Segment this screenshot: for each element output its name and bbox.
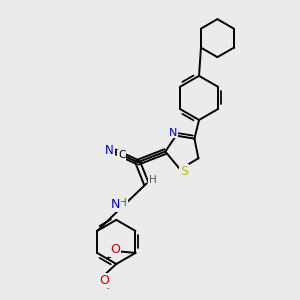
Text: N: N <box>110 198 120 211</box>
Text: N: N <box>105 143 114 157</box>
Text: H: H <box>149 175 157 185</box>
Text: O: O <box>110 243 120 256</box>
Text: O: O <box>100 274 110 287</box>
Text: C: C <box>118 150 125 161</box>
Text: H: H <box>119 198 127 208</box>
Text: S: S <box>180 165 188 178</box>
Text: N: N <box>169 128 177 137</box>
